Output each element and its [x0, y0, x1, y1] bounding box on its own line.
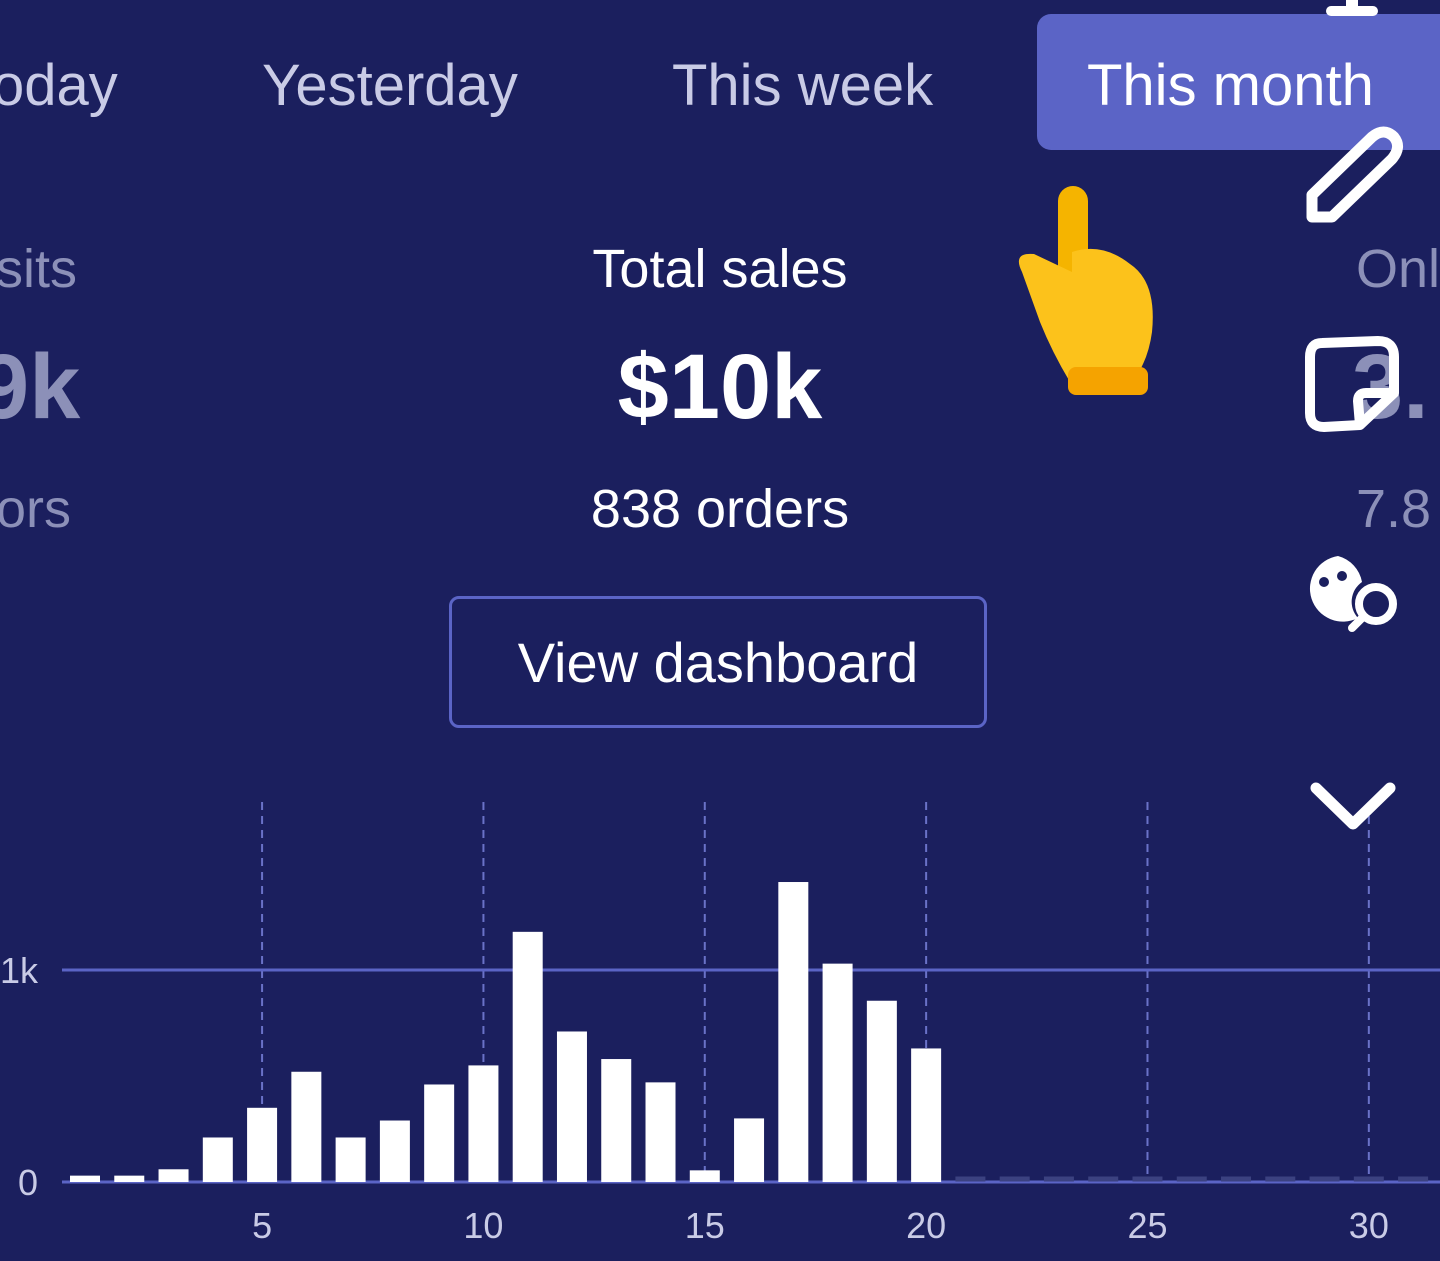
view-dashboard-label: View dashboard	[517, 630, 919, 694]
y-tick-label: 0	[18, 1162, 38, 1203]
total-sales-label: Total sales	[592, 239, 848, 299]
visits-value: 9k	[0, 336, 81, 438]
pointing-hand-emoji	[1018, 186, 1153, 395]
x-tick-label: 10	[463, 1205, 503, 1246]
tab-this-month-highlight[interactable]	[1037, 14, 1440, 150]
bar-day-2	[114, 1175, 145, 1182]
online-label: Onl	[1356, 239, 1440, 299]
bar-day-17	[778, 882, 809, 1182]
online-sub: 7.8	[1356, 479, 1432, 539]
tab-yesterday[interactable]: Yesterday	[262, 53, 518, 118]
bar-day-8	[379, 1120, 410, 1182]
view-dashboard-button[interactable]: View dashboard	[449, 596, 987, 728]
bar-day-4	[202, 1137, 233, 1182]
bar-day-16	[734, 1118, 765, 1182]
bar-day-7	[335, 1137, 366, 1182]
tab-this-month[interactable]: This month	[1087, 53, 1374, 118]
emoji-search-icon[interactable]	[1302, 552, 1402, 632]
bar-day-6	[291, 1071, 322, 1182]
bar-day-1	[70, 1175, 100, 1182]
sales-chart: 5 10 15 20 25 30 0 1k	[0, 802, 1440, 1246]
bar-day-5	[247, 1107, 278, 1182]
bar-day-10	[468, 1065, 499, 1182]
x-tick-label: 25	[1127, 1205, 1167, 1246]
text-icon[interactable]	[1326, 0, 1378, 18]
bar-day-11	[512, 931, 543, 1182]
visitors-sub: ors	[0, 479, 72, 539]
bar-day-19	[866, 1000, 897, 1182]
x-tick-label: 20	[906, 1205, 946, 1246]
x-tick-label: 30	[1349, 1205, 1389, 1246]
y-tick-label: 1k	[0, 950, 39, 991]
x-tick-label: 15	[685, 1205, 725, 1246]
bar-day-14	[645, 1082, 676, 1182]
tab-today[interactable]: oday	[0, 53, 118, 118]
x-tick-label: 5	[252, 1205, 272, 1246]
bar-day-20	[911, 1048, 942, 1182]
sticker-icon[interactable]	[1302, 335, 1402, 433]
bar-day-15	[689, 1170, 720, 1182]
bar-day-12	[556, 1031, 587, 1182]
bar-day-9	[424, 1084, 455, 1182]
orders-count: 838 orders	[590, 479, 850, 539]
pencil-icon[interactable]	[1300, 125, 1405, 225]
bar-day-13	[601, 1059, 632, 1182]
total-sales-value: $10k	[617, 336, 823, 438]
bar-day-18	[822, 963, 853, 1182]
visits-label: sits	[0, 239, 77, 299]
bar-day-3	[158, 1169, 189, 1182]
chevron-down-icon[interactable]	[1308, 778, 1398, 834]
tab-this-week[interactable]: This week	[672, 53, 934, 118]
